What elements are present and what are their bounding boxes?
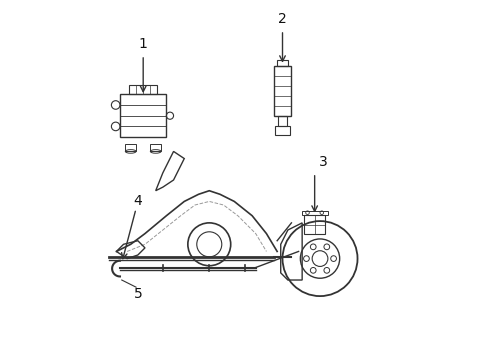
Text: 5: 5: [133, 287, 142, 301]
Text: 2: 2: [278, 12, 287, 26]
Text: 4: 4: [133, 194, 142, 208]
Bar: [275, 126, 290, 135]
Bar: [304, 215, 325, 234]
Bar: [278, 116, 287, 126]
Bar: [302, 211, 327, 215]
Bar: [277, 60, 288, 66]
Bar: [125, 144, 136, 152]
Bar: [120, 94, 167, 137]
Bar: [150, 144, 161, 152]
Bar: [274, 66, 291, 116]
Text: 1: 1: [139, 37, 147, 51]
Bar: [129, 85, 157, 94]
Text: 3: 3: [319, 155, 328, 169]
